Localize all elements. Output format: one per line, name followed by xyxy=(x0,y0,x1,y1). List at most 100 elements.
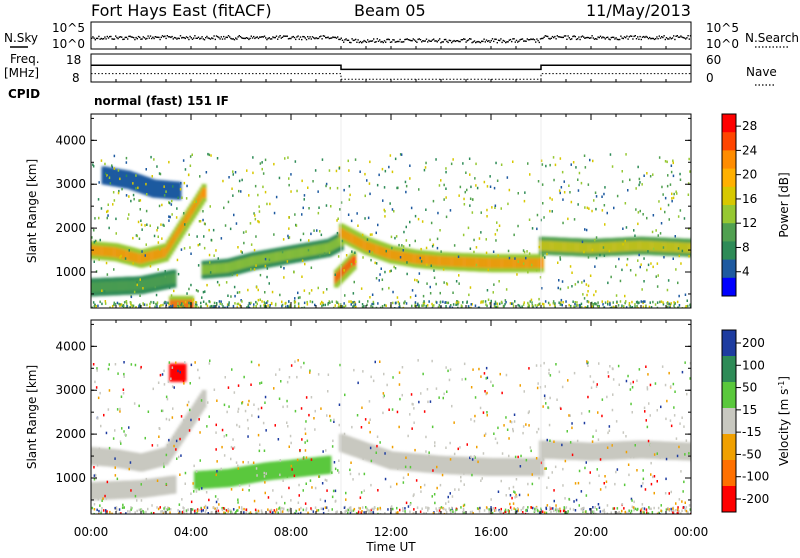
noise-point xyxy=(138,36,139,37)
scatter-point xyxy=(115,363,117,366)
scatter-point xyxy=(634,235,636,238)
scatter-point xyxy=(449,442,451,445)
scatter-point xyxy=(287,260,289,263)
noise-point xyxy=(258,38,259,39)
scatter-point xyxy=(606,396,608,399)
noise-point xyxy=(570,39,571,40)
ground-scatter-point xyxy=(288,509,290,512)
noise-point xyxy=(441,41,442,42)
scatter-point xyxy=(249,484,251,487)
noise-tick-top-right: 10^5 xyxy=(706,21,739,35)
scatter-point xyxy=(455,511,457,513)
scatter-point xyxy=(265,492,267,495)
noise-point xyxy=(176,38,177,39)
scatter-point xyxy=(461,378,463,381)
scatter-point xyxy=(198,244,200,247)
noise-point xyxy=(331,37,332,38)
noise-point xyxy=(590,37,591,38)
noise-point xyxy=(101,38,102,39)
noise-point xyxy=(469,38,470,39)
scatter-point xyxy=(370,233,372,236)
scatter-point xyxy=(548,369,550,372)
scatter-point xyxy=(420,490,422,493)
scatter-point xyxy=(463,472,465,475)
scatter-point xyxy=(513,502,515,505)
scatter-point xyxy=(560,157,562,160)
scatter-point xyxy=(335,500,337,503)
scatter-point xyxy=(219,284,221,287)
scatter-point xyxy=(584,228,586,231)
ground-scatter-point xyxy=(392,302,394,305)
noise-point xyxy=(279,35,280,36)
noise-point xyxy=(199,38,200,39)
noise-point xyxy=(228,35,229,36)
scatter-point xyxy=(241,179,243,182)
scatter-point xyxy=(259,444,261,447)
scatter-point xyxy=(339,424,341,427)
scatter-point xyxy=(613,378,615,381)
scatter-point xyxy=(295,160,297,163)
ground-scatter-point xyxy=(423,300,425,303)
scatter-point xyxy=(254,268,256,271)
ground-scatter-point xyxy=(543,303,545,306)
ground-scatter-point xyxy=(160,510,162,513)
scatter-point xyxy=(180,188,182,191)
scatter-point xyxy=(198,488,200,491)
scatter-point xyxy=(645,488,647,491)
scatter-point xyxy=(467,443,469,446)
scatter-point xyxy=(495,205,497,208)
scatter-point xyxy=(669,492,671,495)
noise-point xyxy=(314,38,315,39)
scatter-point xyxy=(419,272,421,275)
scatter-point xyxy=(382,412,384,415)
scatter-point xyxy=(135,174,137,177)
noise-point xyxy=(324,36,325,37)
scatter-point xyxy=(445,196,447,199)
scatter-point xyxy=(564,497,566,500)
scatter-point xyxy=(332,445,334,448)
scatter-point xyxy=(405,181,407,184)
ground-scatter-point xyxy=(258,510,260,513)
scatter-point xyxy=(98,217,100,220)
scatter-point xyxy=(581,182,583,185)
scatter-point xyxy=(643,175,645,178)
scatter-point xyxy=(500,373,502,376)
noise-point xyxy=(551,38,552,39)
ground-scatter-point xyxy=(310,300,312,303)
scatter-point xyxy=(186,185,188,188)
scatter-point xyxy=(412,289,414,292)
ground-scatter-point xyxy=(134,511,136,514)
scatter-point xyxy=(410,503,412,506)
scatter-point xyxy=(465,172,467,175)
scatter-point xyxy=(370,259,372,262)
noise-point xyxy=(524,40,525,41)
scatter-point xyxy=(269,203,271,206)
scatter-point xyxy=(577,179,579,182)
noise-point xyxy=(643,36,644,37)
scatter-point xyxy=(280,380,282,383)
ground-scatter-point xyxy=(404,507,406,510)
scatter-point xyxy=(532,483,534,486)
noise-point xyxy=(673,35,674,36)
scatter-point xyxy=(272,489,274,492)
scatter-point xyxy=(180,182,182,185)
ground-scatter-point xyxy=(101,303,103,306)
noise-point xyxy=(149,37,150,38)
scatter-point xyxy=(463,234,465,237)
noise-point xyxy=(679,37,680,38)
ground-scatter-point xyxy=(470,511,472,514)
scatter-point xyxy=(305,502,307,505)
ground-scatter-point xyxy=(149,303,151,306)
noise-point xyxy=(471,42,472,43)
scatter-point xyxy=(592,435,594,438)
scatter-point xyxy=(677,455,679,458)
scatter-point xyxy=(497,180,499,183)
scatter-point xyxy=(318,207,320,210)
scatter-point xyxy=(598,475,600,478)
ground-scatter-point xyxy=(253,303,255,306)
ground-scatter-point xyxy=(112,305,114,308)
ground-scatter-point xyxy=(650,301,652,304)
scatter-point xyxy=(310,233,312,236)
scatter-point xyxy=(183,380,185,383)
scatter-point xyxy=(506,288,508,291)
